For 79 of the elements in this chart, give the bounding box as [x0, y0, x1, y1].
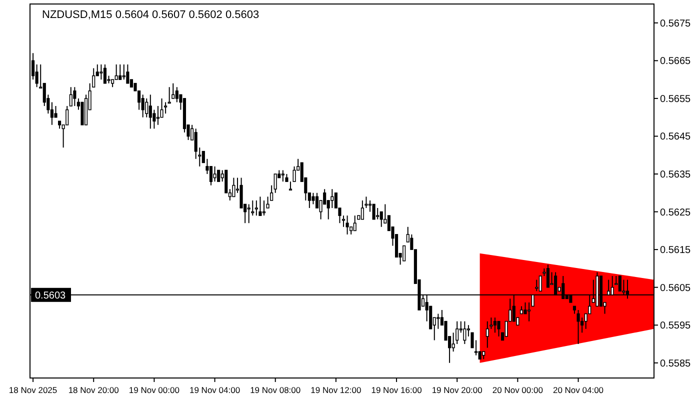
x-tick-label: 18 Nov 20:00 [68, 385, 120, 395]
candlestick [224, 170, 228, 194]
candlestick [270, 184, 274, 201]
candlestick [100, 64, 103, 80]
candlestick [156, 106, 160, 126]
candlestick [546, 264, 550, 288]
candlestick [402, 245, 406, 262]
candlestick [35, 64, 38, 88]
candlestick [353, 215, 356, 232]
y-tick-label: 0.5605 [660, 282, 692, 294]
candlestick [54, 106, 58, 118]
candlestick [141, 94, 144, 118]
candlestick [315, 192, 319, 208]
candlestick [258, 196, 262, 216]
candlestick [50, 102, 54, 126]
candlestick [209, 166, 213, 186]
candlestick [618, 276, 622, 292]
candlestick [164, 102, 168, 114]
x-tick-label: 20 Nov 04:00 [552, 385, 604, 395]
candlestick [80, 102, 84, 126]
candlestick [528, 302, 531, 322]
candlestick [360, 200, 364, 220]
candlestick [114, 64, 118, 80]
candlestick [148, 94, 152, 130]
candlestick [217, 170, 220, 182]
candlestick [232, 177, 236, 198]
candlestick [118, 64, 122, 80]
candlestick [312, 192, 315, 205]
y-tick-label: 0.5615 [660, 245, 692, 256]
y-tick-label: 0.5675 [660, 18, 692, 30]
candlestick [240, 177, 243, 208]
x-tick-label: 18 Nov 2025 [8, 385, 58, 395]
candlestick [175, 86, 178, 103]
candlestick [288, 181, 292, 191]
candlestick [497, 320, 500, 337]
x-tick-label: 19 Nov 12:00 [310, 385, 362, 395]
ref-line-label: 0.5603 [35, 290, 66, 302]
y-tick-label: 0.5665 [660, 56, 692, 68]
candlestick [262, 200, 266, 216]
candlestick [103, 64, 107, 84]
candlestick [92, 68, 96, 88]
candlestick [73, 86, 76, 106]
candlestick [376, 208, 380, 220]
x-tick-label: 19 Nov 16:00 [371, 385, 422, 395]
candlestick [463, 320, 466, 344]
candlestick [330, 188, 334, 208]
candlestick [281, 170, 284, 182]
candlestick [66, 106, 69, 126]
x-tick-label: 19 Nov 04:00 [189, 385, 240, 395]
x-tick-label: 19 Nov 08:00 [250, 385, 301, 395]
y-tick-label: 0.5635 [660, 170, 692, 180]
y-tick-label: 0.5625 [660, 207, 692, 218]
candlestick [69, 86, 72, 106]
candlestick [486, 320, 489, 348]
text: NZDUSD,M15 0.5604 0.5607 0.5602 0.5603 [42, 9, 260, 21]
y-tick-label: 0.5655 [660, 94, 692, 105]
candlestick [145, 98, 148, 118]
candlestick [535, 279, 538, 292]
x-tick-label: 19 Nov 00:00 [128, 385, 180, 395]
x-tick-label: 19 Nov 20:00 [432, 385, 483, 395]
candlestick [274, 174, 277, 194]
candlestick [247, 204, 250, 224]
candlestick [576, 310, 580, 344]
candlestick [122, 64, 126, 80]
candlestick [346, 215, 349, 235]
candlestick [493, 317, 497, 334]
candlestick [436, 313, 440, 330]
candlestick [168, 86, 171, 104]
candlestick [172, 82, 175, 99]
candlestick [213, 166, 216, 182]
y-tick-label: 0.5595 [660, 320, 692, 332]
candlestick [292, 166, 296, 182]
candlestick [254, 200, 258, 216]
x-tick-label: 20 Nov 00:00 [492, 385, 544, 395]
y-tick-label: 0.5645 [660, 132, 692, 143]
candlestick [266, 196, 270, 208]
candlestick [126, 64, 130, 84]
y-tick-label: 0.5585 [660, 358, 692, 370]
candlestick [372, 204, 376, 220]
